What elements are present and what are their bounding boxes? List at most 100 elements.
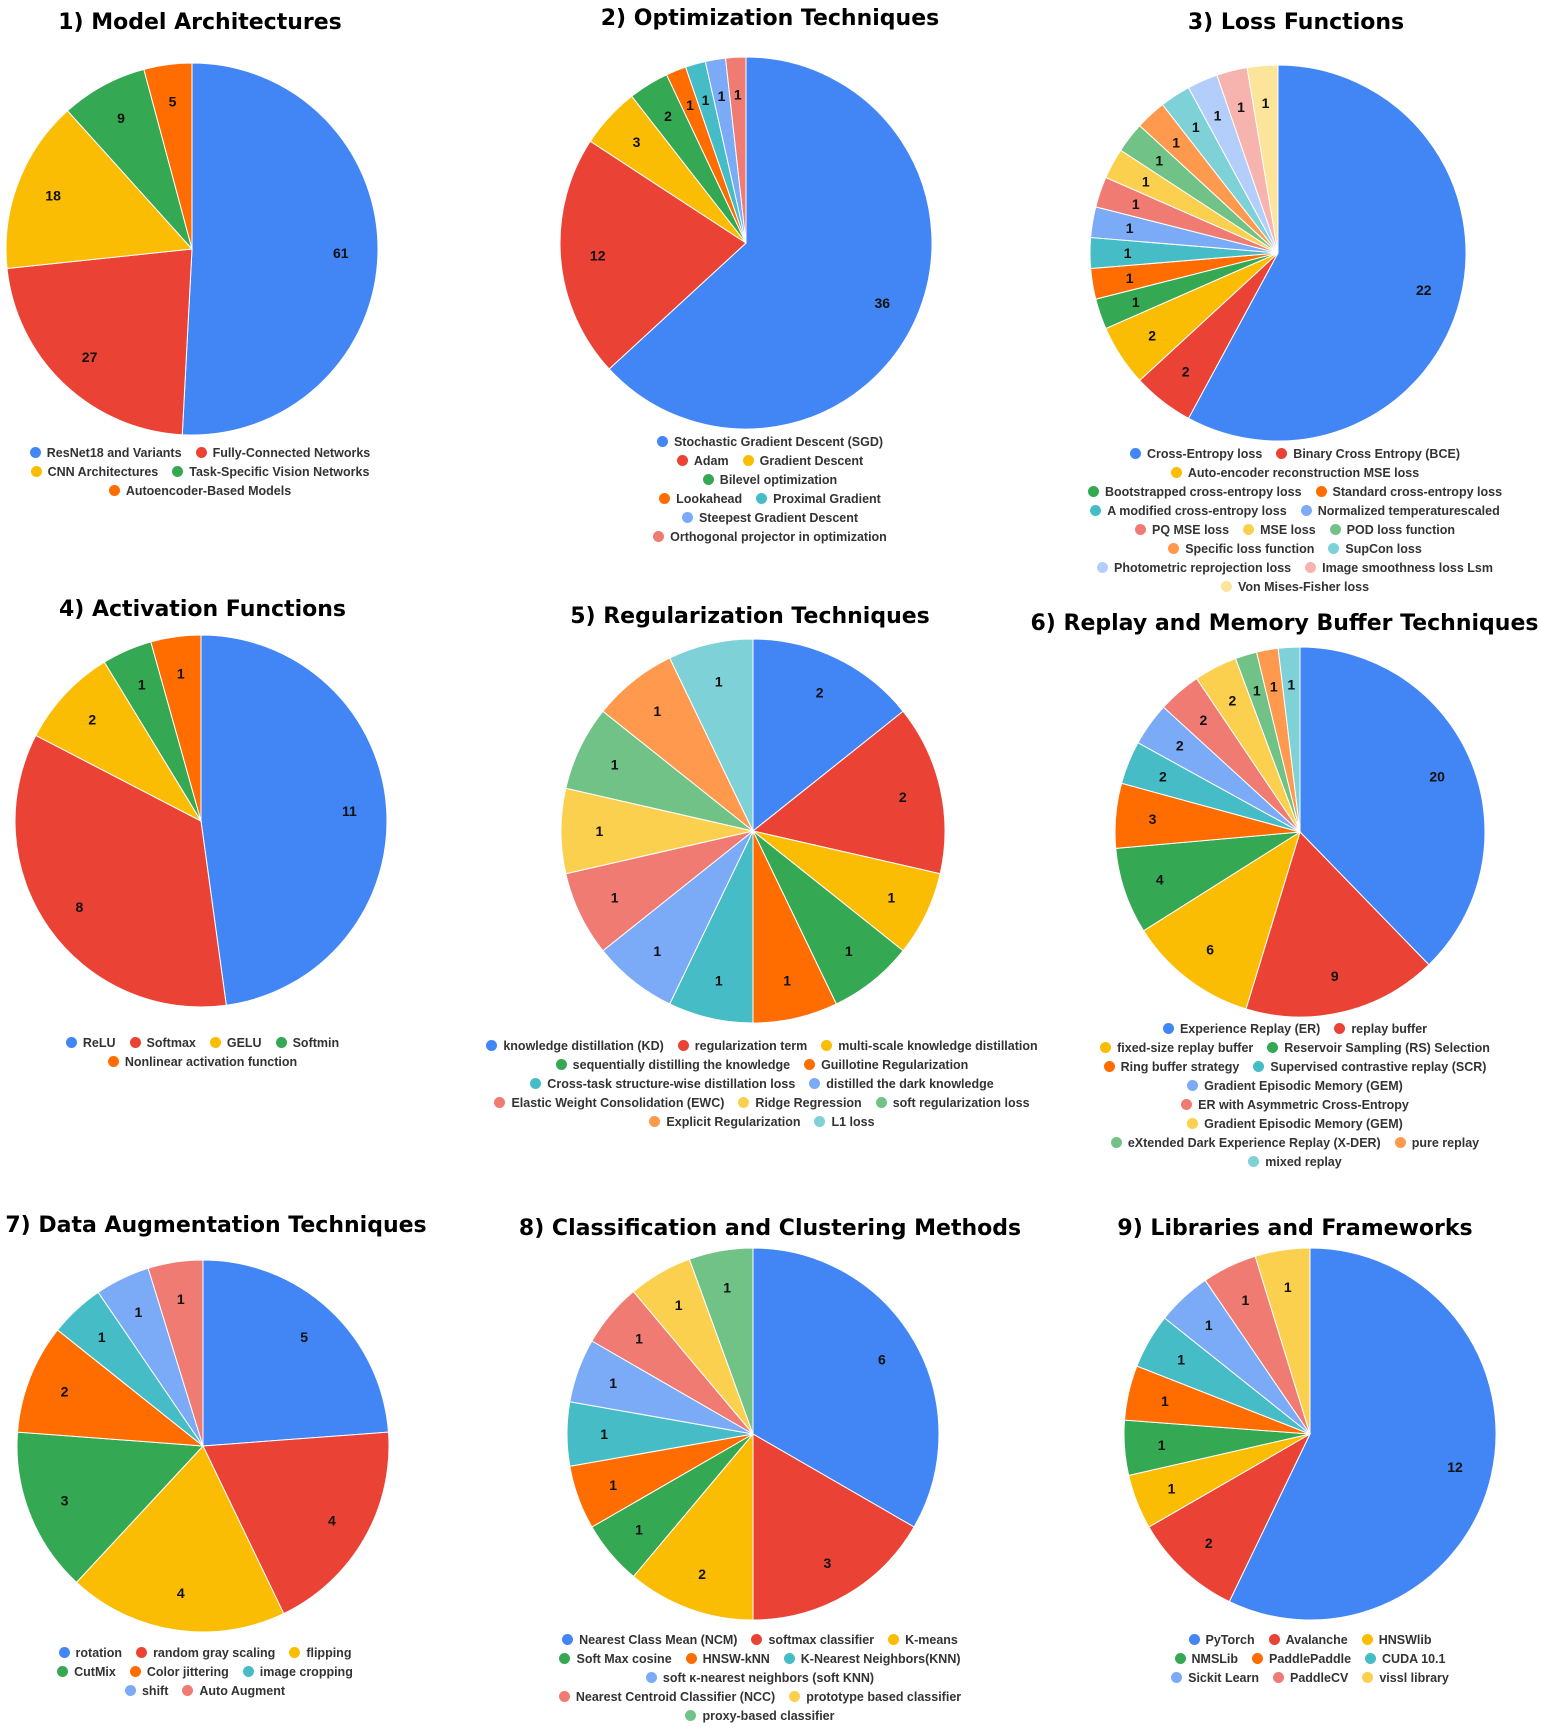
legend-swatch <box>649 1116 661 1127</box>
slice-value-label: 36 <box>874 295 890 311</box>
legend-item: PQ MSE loss <box>1134 521 1229 540</box>
slice-value-label: 6 <box>1206 942 1214 958</box>
slice-value-label: 3 <box>1149 811 1157 827</box>
legend-swatch <box>1171 1672 1183 1683</box>
legend-row: Ring buffer strategy Supervised contrasti… <box>1065 1058 1525 1077</box>
pie-slice <box>724 56 747 244</box>
slice-value-label: 6 <box>878 1352 886 1368</box>
pie-slice <box>1246 64 1279 254</box>
legend-item: Photometric reprojection loss <box>1096 559 1291 578</box>
legend-item: eXtended Dark Experience Replay (X-DER) <box>1110 1134 1381 1153</box>
legend-label: multi-scale knowledge distillation <box>838 1039 1038 1053</box>
slice-value-label: 1 <box>1287 676 1295 692</box>
legend-label: softmax classifier <box>768 1633 875 1647</box>
slice-value-label: 1 <box>675 1297 683 1313</box>
legend-label: Autoencoder-Based Models <box>125 484 292 498</box>
legend-1: ResNet18 and Variants Fully-Connected Net… <box>0 444 400 501</box>
legend-label: Gradient Episodic Memory (GEM) <box>1204 1117 1403 1131</box>
legend-item: Cross-Entropy loss <box>1129 445 1262 464</box>
legend-label: Lookahead <box>676 492 743 506</box>
legend-label: prototype based classifier <box>806 1690 962 1704</box>
legend-swatch <box>677 1040 689 1051</box>
slice-value-label: 1 <box>686 97 694 113</box>
legend-row: Autoencoder-Based Models <box>0 482 400 501</box>
legend-swatch <box>275 1037 287 1048</box>
legend-item: rotation <box>58 1644 122 1663</box>
legend-swatch <box>742 455 754 466</box>
legend-item: Auto Augment <box>182 1682 285 1701</box>
slice-value-label: 2 <box>1176 738 1184 754</box>
pie-slice <box>16 1329 205 1447</box>
slice-value-label: 1 <box>1284 1279 1292 1295</box>
legend-item: Standard cross-entropy loss <box>1315 483 1503 502</box>
legend-item: Stochastic Gradient Descent (SGD) <box>656 433 883 452</box>
legend-row: Stochastic Gradient Descent (SGD) <box>520 433 1020 452</box>
legend-label: NMSLib <box>1191 1652 1239 1666</box>
legend-item: Guillotine Regularization <box>804 1056 968 1075</box>
slice-value-label: 1 <box>718 88 726 104</box>
slice-value-label: 1 <box>1158 1437 1166 1453</box>
chart-title: 8) Classification and Clustering Methods <box>518 1216 1022 1241</box>
legend-row: Adam Gradient Descent <box>520 452 1020 471</box>
legend-row: shift Auto Augment <box>0 1682 410 1701</box>
legend-row: Gradient Episodic Memory (GEM) <box>1065 1077 1525 1096</box>
legend-row: Gradient Episodic Memory (GEM) <box>1065 1115 1525 1134</box>
chart-title: 6) Replay and Memory Buffer Techniques <box>1030 611 1539 636</box>
legend-label: Orthogonal projector in optimization <box>670 530 887 544</box>
legend-item: Autoencoder-Based Models <box>108 482 292 501</box>
slice-value-label: 1 <box>1192 119 1200 135</box>
legend-label: HNSW-kNN <box>702 1652 770 1666</box>
legend-label: Binary Cross Entropy (BCE) <box>1293 447 1460 461</box>
slice-value-label: 1 <box>98 1329 106 1345</box>
legend-item: image cropping <box>242 1663 353 1682</box>
legend-swatch <box>809 1078 821 1089</box>
legend-swatch <box>57 1666 69 1677</box>
legend-swatch <box>685 1653 697 1664</box>
legend-label: K-Nearest Neighbors(KNN) <box>800 1652 961 1666</box>
legend-label: Avalanche <box>1285 1633 1348 1647</box>
legend-swatch <box>702 474 714 485</box>
slice-value-label: 1 <box>715 973 723 989</box>
legend-item: Experience Replay (ER) <box>1162 1020 1320 1039</box>
legend-label: CNN Architectures <box>47 465 159 479</box>
slice-value-label: 1 <box>1142 173 1150 189</box>
legend-item: HNSW-kNN <box>685 1650 770 1669</box>
legend-swatch <box>888 1634 900 1645</box>
pie-slice <box>559 140 747 370</box>
legend-item: Von Mises-Fisher loss <box>1220 578 1369 597</box>
legend-item: Gradient Descent <box>742 452 863 471</box>
slice-value-label: 1 <box>1177 1352 1185 1368</box>
slice-value-label: 27 <box>82 349 98 365</box>
pie-slice <box>752 638 904 833</box>
legend-label: Softmin <box>292 1036 340 1050</box>
chart-title: 5) Regularization Techniques <box>570 604 930 629</box>
slice-value-label: 1 <box>1168 1480 1176 1496</box>
legend-swatch <box>494 1097 506 1108</box>
legend-row: eXtended Dark Experience Replay (X-DER) p… <box>1065 1134 1525 1153</box>
legend-label: Standard cross-entropy loss <box>1332 485 1503 499</box>
legend-swatch <box>1187 1118 1199 1129</box>
legend-label: Softmax <box>146 1036 196 1050</box>
legend-swatch <box>555 1059 567 1070</box>
slice-value-label: 2 <box>664 108 672 124</box>
chart-title: 7) Data Augmentation Techniques <box>5 1213 427 1238</box>
chart-title: 9) Libraries and Frameworks <box>1117 1216 1473 1241</box>
legend-swatch <box>1170 467 1182 478</box>
slice-value-label: 18 <box>45 188 61 204</box>
legend-item: softmax classifier <box>751 1631 874 1650</box>
legend-swatch <box>738 1097 750 1108</box>
legend-label: Soft Max cosine <box>576 1652 672 1666</box>
legend-item: Gradient Episodic Memory (GEM) <box>1187 1115 1403 1134</box>
legend-label: GELU <box>226 1036 262 1050</box>
legend-label: Normalized temperaturescaled <box>1317 504 1500 518</box>
legend-swatch <box>814 1116 826 1127</box>
legend-swatch <box>653 531 665 542</box>
slice-value-label: 2 <box>61 1384 69 1400</box>
legend-item: POD loss function <box>1329 521 1455 540</box>
legend-item: ReLU <box>65 1034 116 1053</box>
legend-item: Normalized temperaturescaled <box>1300 502 1500 521</box>
legend-label: Bilevel optimization <box>719 473 838 487</box>
legend-label: HNSWlib <box>1378 1633 1432 1647</box>
slice-value-label: 1 <box>177 666 185 682</box>
